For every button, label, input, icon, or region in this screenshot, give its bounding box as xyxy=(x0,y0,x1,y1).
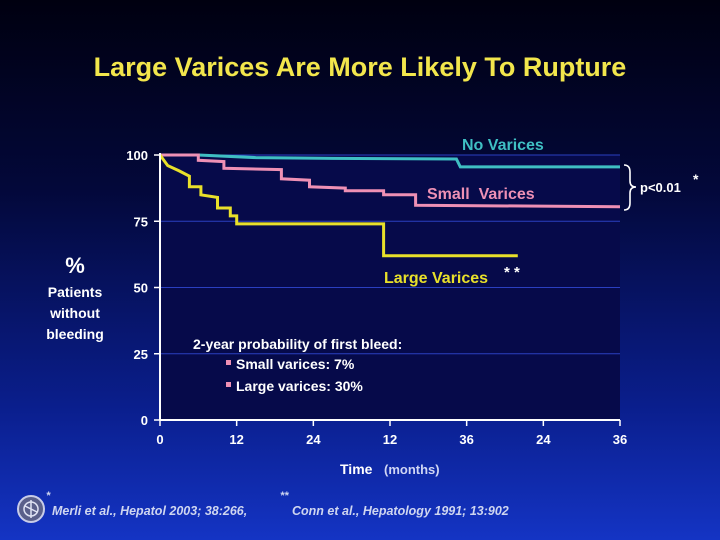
x-tick-label-2: 24 xyxy=(306,432,321,447)
label-large-varices: Large Varices xyxy=(384,270,488,287)
logo-icon xyxy=(16,494,46,524)
label-small-varices: Small Varices xyxy=(427,186,535,203)
x-tick-label-1: 12 xyxy=(229,432,243,447)
bullet-large xyxy=(226,382,231,387)
prob-small: Small varices: 7% xyxy=(236,356,355,372)
y-tick-label-25: 25 xyxy=(134,347,148,362)
y-label-line-3: bleeding xyxy=(46,326,104,342)
y-label-line-1: Patients xyxy=(48,284,103,300)
y-label-line-2: without xyxy=(49,305,100,321)
x-tick-label-3: 12 xyxy=(383,432,397,447)
x-tick-label-0: 0 xyxy=(156,432,163,447)
label-large-varices-stars: * * xyxy=(504,264,520,281)
y-tick-label-0: 0 xyxy=(141,413,148,428)
series-large-varices xyxy=(158,154,518,258)
x-label-unit: (months) xyxy=(384,462,440,477)
x-label: Time xyxy=(340,461,373,477)
bullet-small xyxy=(226,360,231,365)
p-value: p<0.01 xyxy=(640,180,681,195)
y-label-percent: % xyxy=(65,253,85,278)
ref2-star: ** xyxy=(280,490,289,502)
y-tick-label-50: 50 xyxy=(134,281,148,296)
prob-large: Large varices: 30% xyxy=(236,378,363,394)
p-value-star: * xyxy=(693,171,699,187)
x-tick-label-5: 24 xyxy=(536,432,551,447)
significance-brace xyxy=(623,164,637,211)
label-no-varices: No Varices xyxy=(462,137,544,154)
ref1-star: * xyxy=(46,490,51,502)
prob-title: 2-year probability of first bleed: xyxy=(193,336,402,352)
series-layer xyxy=(158,153,621,258)
gridlines xyxy=(160,154,620,355)
y-tick-labels: 0 25 50 75 100 xyxy=(126,148,160,428)
slide-title: Large Varices Are More Likely To Rupture xyxy=(93,52,627,82)
references: * Merli et al., Hepatol 2003; 38:266, **… xyxy=(46,490,692,528)
x-tick-label-4: 36 xyxy=(459,432,473,447)
y-tick-label-75: 75 xyxy=(134,214,148,229)
series-small-varices xyxy=(160,153,621,209)
x-tick-labels: 0 12 24 12 36 24 36 xyxy=(156,420,627,447)
y-tick-label-100: 100 xyxy=(126,148,148,163)
reference-1: Merli et al., Hepatol 2003; 38:266, xyxy=(52,504,248,518)
x-tick-label-6: 36 xyxy=(613,432,627,447)
reference-2: Conn et al., Hepatology 1991; 13:902 xyxy=(292,504,509,518)
